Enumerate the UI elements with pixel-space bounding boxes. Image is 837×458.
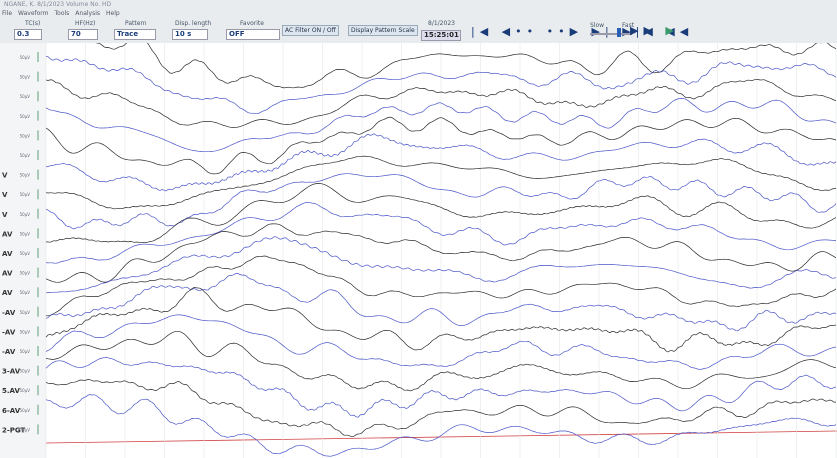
channel-label: V [2, 191, 8, 199]
display-scale-button[interactable]: Display Pattern Scale [348, 25, 418, 36]
hf-value[interactable]: 70 [68, 29, 98, 40]
channel-label: -AV [2, 309, 16, 317]
channel-label: AV [2, 289, 13, 297]
window-title: NGANE, K. 8/1/2023 Volume No. HD [4, 1, 111, 8]
speed-thumb[interactable] [617, 28, 621, 37]
channel-scale: 50µV [20, 329, 31, 334]
menu-bar: File Waveform Tools Analysis Help [2, 10, 126, 17]
hf-label: HF(Hz) [75, 20, 95, 27]
menu-item[interactable]: Analysis [75, 10, 100, 17]
disp-label: Disp. length [175, 20, 211, 27]
channel-scale: 50µV [20, 133, 31, 138]
channel-scale: 50µV [20, 369, 31, 374]
favorite-value[interactable]: OFF [226, 29, 280, 40]
time: 15:25:01 [421, 30, 461, 41]
channel-label: AV [2, 250, 13, 258]
channel-scale: 50µV [20, 408, 31, 413]
disp-value[interactable]: 10 s [172, 29, 208, 40]
channel-scale: 50µV [20, 173, 31, 178]
menu-item[interactable]: Tools [55, 10, 70, 17]
channel-scale: 50µV [20, 310, 31, 315]
pattern-value[interactable]: Trace [114, 29, 156, 40]
channel-label: 5.AV [2, 387, 20, 395]
channel-label: -AV [2, 328, 16, 336]
channel-scale: 50µV [20, 212, 31, 217]
menu-item[interactable]: Help [106, 10, 120, 17]
channel-scale: 50µV [20, 231, 31, 236]
channel-scale: 50µV [20, 290, 31, 295]
channel-label: V [2, 172, 8, 180]
eeg-app: NGANE, K. 8/1/2023 Volume No. HD File Wav… [0, 0, 837, 458]
favorite-label: Favorite [240, 20, 264, 27]
slow-label: Slow [590, 22, 604, 29]
menu-item[interactable]: Waveform [18, 10, 48, 17]
play-controls[interactable]: ▶▶ ▶ [630, 24, 679, 37]
ac-filter-button[interactable]: AC Filter ON / Off [282, 25, 339, 36]
channel-label: V [2, 211, 8, 219]
menu-item[interactable]: File [2, 10, 12, 17]
channel-scale: 50µV [20, 349, 31, 354]
channel-label: AV [2, 270, 13, 278]
pattern-label: Pattern [125, 20, 147, 27]
channel-label: AV [2, 230, 13, 238]
channel-scale: 50µV [20, 251, 31, 256]
date: 8/1/2023 [428, 20, 455, 27]
channel-scale: 50µV [20, 94, 31, 99]
waveform-panel: 50µV 50µV 50µV 50µV 50µV 50µV V 50µV V 50µV V 50µV A… [0, 43, 837, 458]
channel-scale: 50µV [20, 271, 31, 276]
channel-label: -AV [2, 348, 16, 356]
channel-label: 6-AV [2, 407, 21, 415]
channel-scale: 50µV [20, 388, 31, 393]
channel-scale: 50µV [20, 192, 31, 197]
channel-scale: 50µV [20, 153, 31, 158]
tc-value[interactable]: 0.3 [14, 29, 42, 40]
channel-scale: 200µV [17, 427, 30, 432]
speed-slider[interactable] [590, 33, 632, 35]
channel-label: 3-AV [2, 368, 21, 376]
tc-label: TC(s) [25, 20, 40, 27]
channel-scale: 50µV [20, 75, 31, 80]
channel-scale: 50µV [20, 114, 31, 119]
channel-scale: 50µV [20, 55, 31, 60]
